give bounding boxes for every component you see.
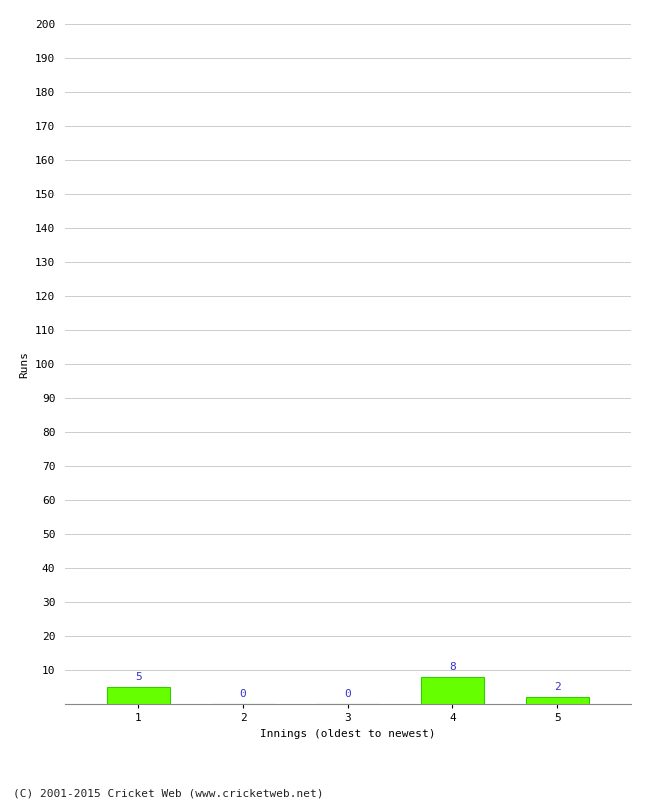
Text: 0: 0 — [344, 689, 351, 699]
Bar — [421, 677, 484, 704]
Text: 5: 5 — [135, 672, 142, 682]
Text: 0: 0 — [240, 689, 246, 699]
Text: 2: 2 — [554, 682, 560, 692]
Text: 8: 8 — [449, 662, 456, 672]
X-axis label: Innings (oldest to newest): Innings (oldest to newest) — [260, 729, 436, 738]
Text: (C) 2001-2015 Cricket Web (www.cricketweb.net): (C) 2001-2015 Cricket Web (www.cricketwe… — [13, 788, 324, 798]
Bar — [526, 697, 589, 704]
Y-axis label: Runs: Runs — [20, 350, 29, 378]
Bar — [107, 687, 170, 704]
